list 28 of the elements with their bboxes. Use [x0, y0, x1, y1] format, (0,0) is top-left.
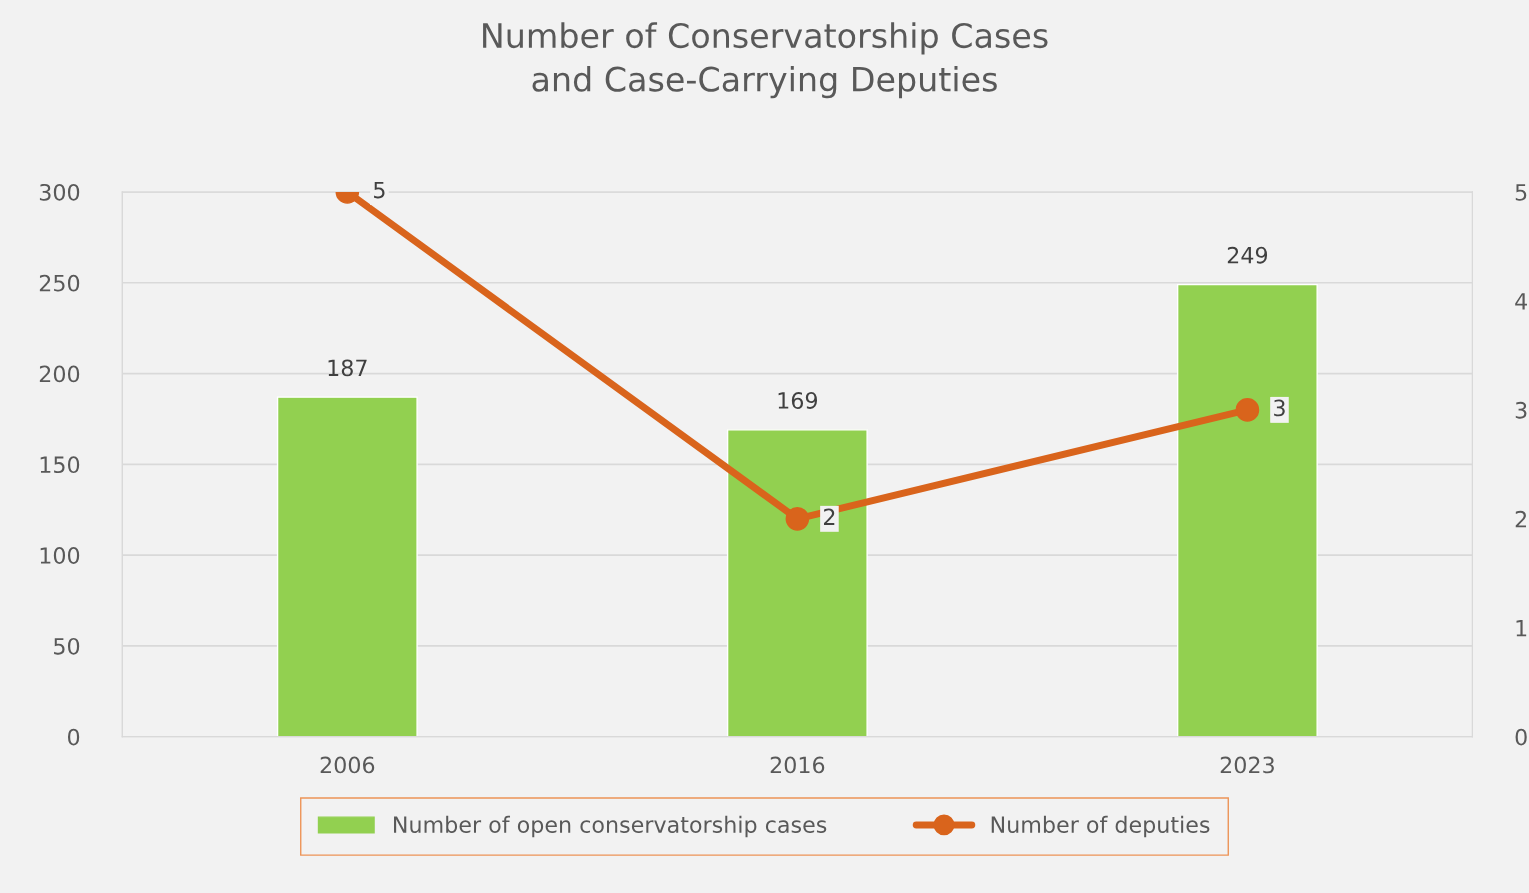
y-tick-label: 150 [40, 456, 80, 474]
legend-label: Number of open conservatorship cases [394, 815, 827, 838]
y2-tick-label: 3 [1515, 401, 1527, 419]
x-tick-label: 2006 [320, 756, 375, 774]
data-label: 2 [824, 508, 835, 525]
x-tick-label: 2016 [770, 756, 825, 774]
x-tick-label: 2023 [1220, 756, 1274, 774]
bar [276, 396, 418, 737]
data-label: 187 [328, 359, 367, 377]
bar [1176, 283, 1318, 737]
y2-tick-label: 0 [1515, 728, 1527, 746]
data-label: 169 [778, 392, 818, 409]
y2-tick-label: 4 [1515, 293, 1527, 310]
y-tick-label: 50 [54, 637, 80, 655]
y-tick-label: 100 [40, 547, 80, 564]
chart-title: Number of Conservatorship Cases and Case-Carrying Deputies [483, 22, 1048, 99]
y-tick-label: 250 [39, 274, 80, 292]
bar [726, 429, 868, 737]
data-label: 5 [374, 181, 385, 199]
y2-tick-label: 5 [1515, 184, 1527, 201]
y2-tick-label: 2 [1515, 510, 1527, 528]
data-label: 3 [1274, 399, 1285, 417]
y2-tick-label: 1 [1516, 620, 1527, 637]
y-tick-label: 200 [39, 365, 80, 383]
legend-label: Number of deputies [991, 815, 1210, 838]
data-label: 249 [1227, 246, 1268, 264]
y-tick-label: 300 [39, 183, 80, 201]
y-tick-label: 0 [67, 728, 80, 746]
